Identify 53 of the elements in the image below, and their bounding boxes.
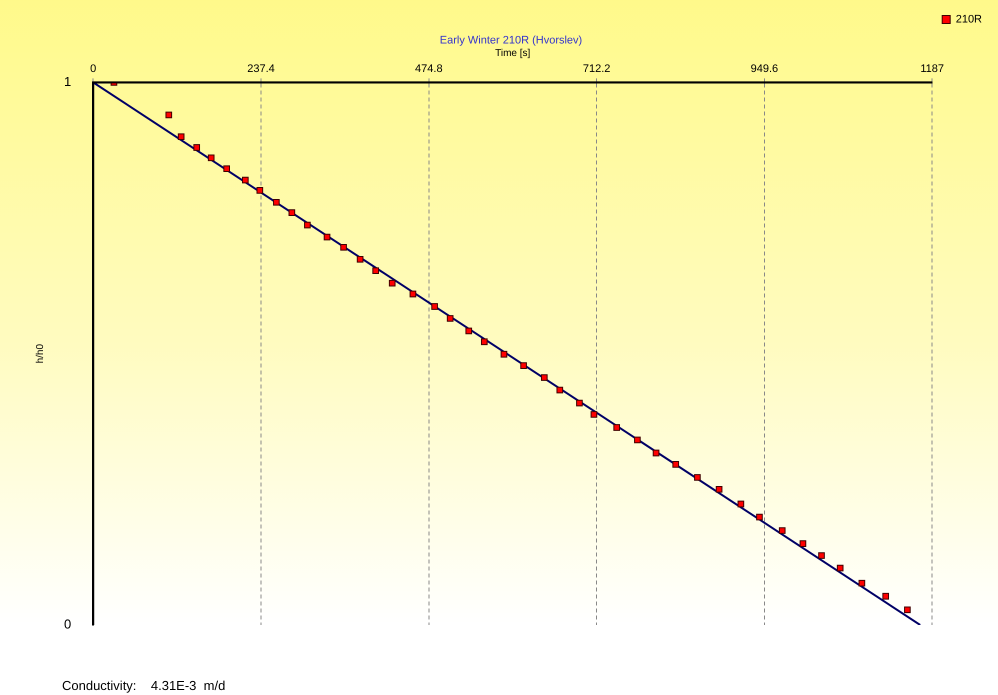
point bbox=[520, 362, 527, 369]
point bbox=[613, 424, 620, 431]
y-tick-label: 1 bbox=[64, 74, 72, 89]
point bbox=[716, 486, 722, 493]
point bbox=[356, 256, 364, 263]
x-tick-label: 474.8 bbox=[415, 62, 443, 75]
point bbox=[223, 165, 230, 172]
point bbox=[800, 540, 806, 547]
x-tick-label: 237.4 bbox=[247, 62, 275, 75]
point bbox=[480, 338, 488, 346]
x-tick-label: 0 bbox=[90, 62, 96, 75]
point bbox=[372, 267, 379, 274]
point bbox=[465, 328, 472, 334]
y-axis-title: h/h0 bbox=[34, 344, 46, 364]
point bbox=[410, 290, 416, 298]
point bbox=[576, 400, 583, 406]
point bbox=[340, 244, 347, 251]
point bbox=[634, 436, 641, 444]
x-tick-label: 712.2 bbox=[582, 62, 610, 75]
point bbox=[304, 222, 311, 228]
point bbox=[208, 154, 215, 162]
point bbox=[193, 144, 200, 151]
point bbox=[256, 187, 264, 194]
point bbox=[178, 133, 184, 140]
point bbox=[778, 527, 786, 534]
point bbox=[738, 500, 744, 508]
point bbox=[273, 198, 280, 206]
point bbox=[242, 176, 249, 184]
point bbox=[836, 564, 844, 572]
point bbox=[446, 315, 454, 322]
point bbox=[431, 303, 438, 310]
point bbox=[324, 234, 330, 240]
x-tick-label: 1187 bbox=[920, 62, 944, 75]
point bbox=[672, 461, 680, 468]
x-axis-title: Time [s] bbox=[495, 48, 531, 59]
point bbox=[904, 606, 911, 614]
point bbox=[165, 112, 172, 118]
point bbox=[858, 580, 866, 587]
point bbox=[556, 386, 564, 394]
point bbox=[590, 411, 598, 418]
point bbox=[652, 450, 660, 456]
text: Conductivity: 4.31E-3 m/d bbox=[62, 678, 226, 693]
point bbox=[540, 374, 548, 381]
point bbox=[882, 592, 890, 600]
point bbox=[288, 209, 296, 216]
point bbox=[694, 474, 701, 481]
x-tick-label: 949.6 bbox=[750, 62, 778, 75]
point bbox=[756, 514, 763, 520]
legend-label: 210R bbox=[956, 14, 982, 26]
point bbox=[388, 280, 396, 286]
point bbox=[500, 350, 508, 358]
point bbox=[818, 552, 825, 559]
chart-title: Early Winter 210R (Hvorslev) bbox=[440, 34, 582, 47]
